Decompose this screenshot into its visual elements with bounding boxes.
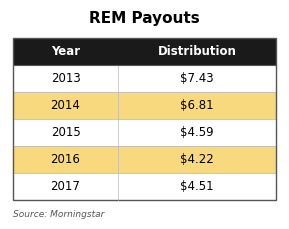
FancyBboxPatch shape bbox=[13, 146, 276, 173]
Text: $6.81: $6.81 bbox=[180, 99, 214, 112]
Text: 2014: 2014 bbox=[51, 99, 80, 112]
Text: 2015: 2015 bbox=[51, 126, 80, 139]
FancyBboxPatch shape bbox=[13, 173, 276, 200]
FancyBboxPatch shape bbox=[13, 65, 276, 92]
Text: $7.43: $7.43 bbox=[180, 72, 214, 85]
FancyBboxPatch shape bbox=[13, 92, 276, 119]
Text: Year: Year bbox=[51, 45, 80, 58]
Text: 2013: 2013 bbox=[51, 72, 80, 85]
Text: $4.22: $4.22 bbox=[180, 153, 214, 166]
FancyBboxPatch shape bbox=[13, 38, 276, 65]
Text: $4.51: $4.51 bbox=[180, 180, 214, 193]
Text: 2017: 2017 bbox=[51, 180, 80, 193]
Text: Distribution: Distribution bbox=[158, 45, 236, 58]
Text: $4.59: $4.59 bbox=[180, 126, 214, 139]
Text: Source: Morningstar: Source: Morningstar bbox=[13, 210, 104, 219]
Text: 2016: 2016 bbox=[51, 153, 80, 166]
FancyBboxPatch shape bbox=[13, 119, 276, 146]
Text: REM Payouts: REM Payouts bbox=[89, 11, 200, 25]
